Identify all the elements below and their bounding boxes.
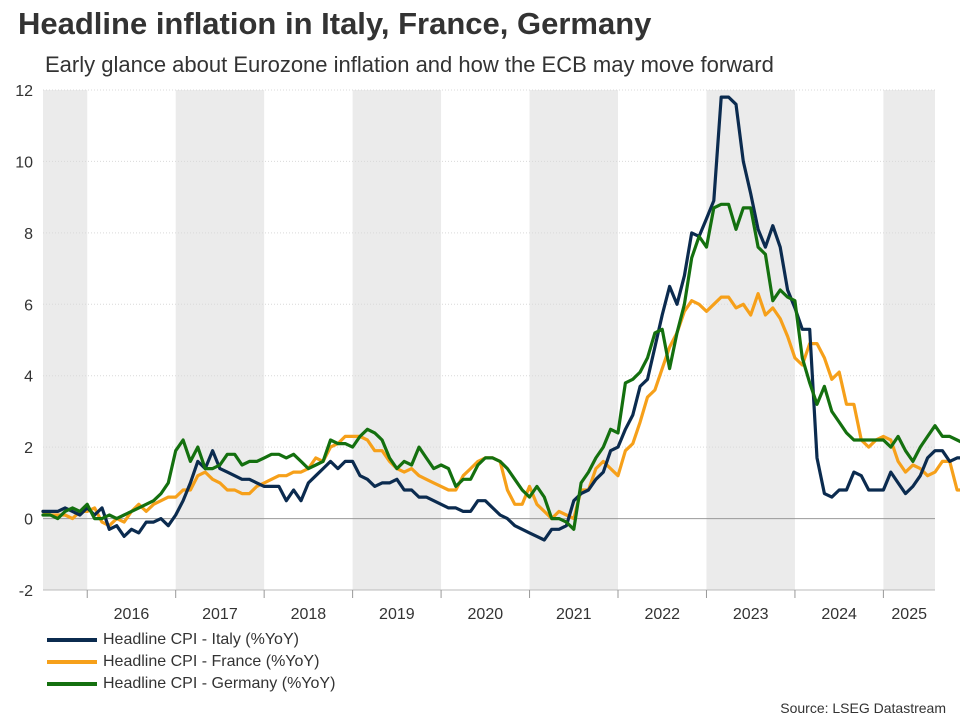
x-tick-label: 2017 xyxy=(202,606,238,623)
x-tick-label: 2019 xyxy=(379,606,415,623)
x-tick-label: 2020 xyxy=(468,606,504,623)
y-tick-label: 0 xyxy=(24,512,33,529)
legend-item-germany[interactable]: Headline CPI - Germany (%YoY) xyxy=(47,673,335,695)
year-band-1 xyxy=(175,90,265,590)
x-tick-label: 2016 xyxy=(114,606,150,623)
series-line-germany xyxy=(41,202,960,531)
x-tick-label: 2025 xyxy=(891,606,927,623)
chart-title: Headline inflation in Italy, France, Ger… xyxy=(18,6,652,41)
y-tick-label: -2 xyxy=(19,583,33,600)
y-tick-label: 8 xyxy=(24,226,33,243)
legend-item-france[interactable]: Headline CPI - France (%YoY) xyxy=(47,651,335,673)
x-tick-label: 2023 xyxy=(733,606,769,623)
legend-label-france: Headline CPI - France (%YoY) xyxy=(103,653,320,670)
y-tick-label: 10 xyxy=(15,154,33,171)
series-line-italy xyxy=(41,95,960,542)
legend-item-italy[interactable]: Headline CPI - Italy (%YoY) xyxy=(47,629,335,651)
legend-label-italy: Headline CPI - Italy (%YoY) xyxy=(103,631,299,648)
series-lines xyxy=(41,95,960,542)
x-tick-label: 2022 xyxy=(644,606,680,623)
y-tick-label: 4 xyxy=(24,369,33,386)
legend-swatch-france xyxy=(47,660,97,664)
x-tick-label: 2024 xyxy=(821,606,857,623)
legend-label-germany: Headline CPI - Germany (%YoY) xyxy=(103,675,336,692)
legend-swatch-germany xyxy=(47,682,97,686)
gridlines xyxy=(43,89,935,591)
series-line-france xyxy=(41,292,960,528)
year-bands xyxy=(43,90,935,590)
y-axis-ticks: -2 0 2 4 6 8 10 12 xyxy=(15,83,33,600)
chart-subtitle: Early glance about Eurozone inflation an… xyxy=(45,52,774,77)
x-tick-label: 2018 xyxy=(291,606,327,623)
year-band-2 xyxy=(352,90,442,590)
legend-swatch-italy xyxy=(47,638,97,642)
x-axis-ticks: 2016 2017 2018 2019 2020 2021 2022 2023 2024 2025 xyxy=(43,589,935,623)
y-tick-label: 12 xyxy=(15,83,33,100)
y-tick-label: 6 xyxy=(24,297,33,314)
legend: Headline CPI - Italy (%YoY) Headline CPI… xyxy=(47,629,335,695)
year-band-3 xyxy=(529,90,619,590)
x-tick-label: 2021 xyxy=(556,606,592,623)
source-note: Source: LSEG Datastream xyxy=(780,700,946,716)
year-band-4 xyxy=(706,90,795,590)
y-tick-label: 2 xyxy=(24,440,33,457)
year-band-5 xyxy=(883,90,935,590)
